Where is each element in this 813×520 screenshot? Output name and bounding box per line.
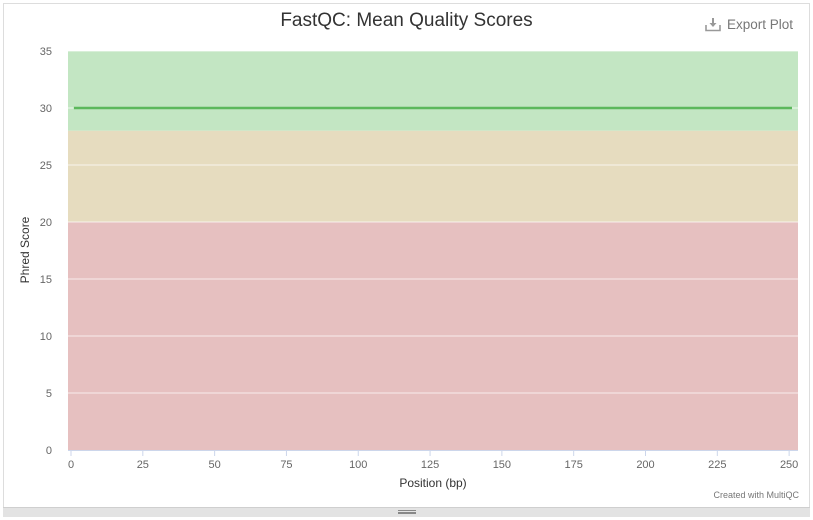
chart-title: FastQC: Mean Quality Scores xyxy=(280,10,533,31)
x-axis: 0 25 50 75 100 125 150 175 200 225 250 xyxy=(68,450,798,471)
grip-icon xyxy=(398,510,416,514)
y-axis-title: Phred Score xyxy=(18,216,32,283)
credit-text: Created with MultiQC xyxy=(713,490,799,500)
download-icon xyxy=(705,17,721,32)
x-tick-label-5: 125 xyxy=(421,459,439,471)
x-tick-label-2: 50 xyxy=(209,459,221,471)
band-0 xyxy=(68,51,798,131)
x-tick-label-8: 200 xyxy=(636,459,654,471)
x-tick-label-1: 25 xyxy=(137,459,149,471)
y-tick-label-2: 10 xyxy=(40,331,52,343)
x-tick-label-6: 150 xyxy=(493,459,511,471)
x-tick-label-3: 75 xyxy=(280,459,292,471)
y-tick-label-5: 25 xyxy=(40,160,52,172)
y-tick-label-3: 15 xyxy=(40,274,52,286)
x-tick-label-4: 100 xyxy=(349,459,367,471)
y-tick-label-0: 0 xyxy=(46,445,52,457)
x-tick-label-0: 0 xyxy=(68,459,74,471)
y-tick-label-1: 5 xyxy=(46,388,52,400)
export-plot-button[interactable]: Export Plot xyxy=(705,17,793,32)
quality-bands xyxy=(68,51,798,450)
x-tick-label-9: 225 xyxy=(708,459,726,471)
band-1 xyxy=(68,130,798,222)
resize-handle[interactable] xyxy=(3,507,810,517)
y-axis: 0 5 10 15 20 25 30 35 xyxy=(40,46,52,457)
export-plot-label: Export Plot xyxy=(726,17,793,32)
x-axis-title: Position (bp) xyxy=(399,476,466,490)
x-tick-label-7: 175 xyxy=(565,459,583,471)
y-tick-label-7: 35 xyxy=(40,46,52,58)
y-tick-label-6: 30 xyxy=(40,103,52,115)
x-tick-label-10: 250 xyxy=(780,459,798,471)
y-tick-label-4: 20 xyxy=(40,217,52,229)
